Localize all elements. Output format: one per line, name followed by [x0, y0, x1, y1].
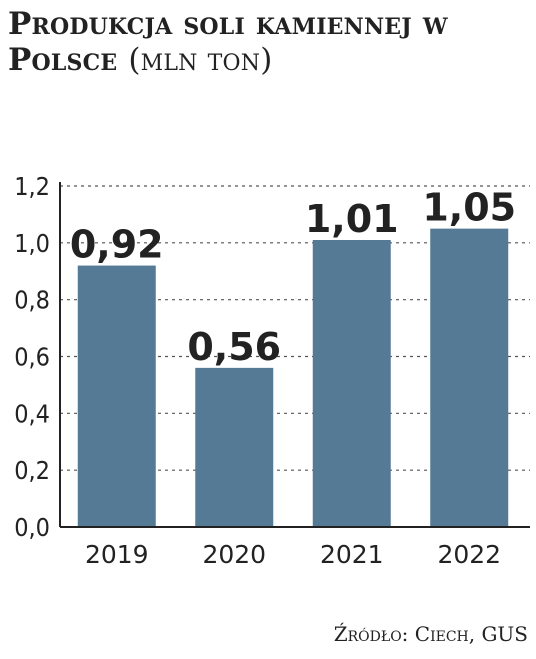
x-tick-label: 2022	[437, 540, 501, 569]
data-label: 0,92	[70, 223, 164, 267]
x-tick-label: 2020	[202, 540, 266, 569]
x-tick-label: 2019	[85, 540, 149, 569]
bars	[77, 228, 509, 527]
axes	[59, 182, 530, 528]
data-label: 1,05	[422, 186, 516, 230]
y-tick-labels: 0,0 0,2 0,4 0,6 0,8 1,0 1,2	[14, 172, 50, 542]
chart-title-main: Produkcja soli kamiennej w Polsce	[8, 6, 448, 78]
data-label: 0,56	[187, 325, 281, 369]
x-tick-label: 2021	[320, 540, 384, 569]
data-label: 1,01	[305, 197, 399, 241]
y-tick-label: 0,4	[14, 399, 50, 428]
chart-title: Produkcja soli kamiennej w Polsce (mln t…	[8, 6, 532, 78]
bar	[312, 239, 391, 527]
y-tick-label: 0,2	[14, 456, 50, 485]
y-tick-label: 1,2	[14, 172, 50, 201]
y-tick-label: 0,0	[14, 513, 50, 542]
data-labels: 0,92 0,56 1,01 1,05	[70, 186, 516, 369]
bar-chart: 0,0 0,2 0,4 0,6 0,8 1,0 1,2 2019 2020 2021 2022 0…	[14, 172, 530, 569]
bar	[77, 265, 156, 527]
chart-title-unit: (mln ton)	[128, 42, 273, 78]
y-tick-label: 0,6	[14, 343, 50, 372]
y-tick-label: 0,8	[14, 286, 50, 315]
y-tick-label: 1,0	[14, 229, 50, 258]
source-note: Źródło: Ciech, GUS	[333, 622, 528, 646]
bar	[430, 228, 509, 527]
x-tick-labels: 2019 2020 2021 2022	[85, 540, 501, 569]
bar	[195, 367, 274, 527]
